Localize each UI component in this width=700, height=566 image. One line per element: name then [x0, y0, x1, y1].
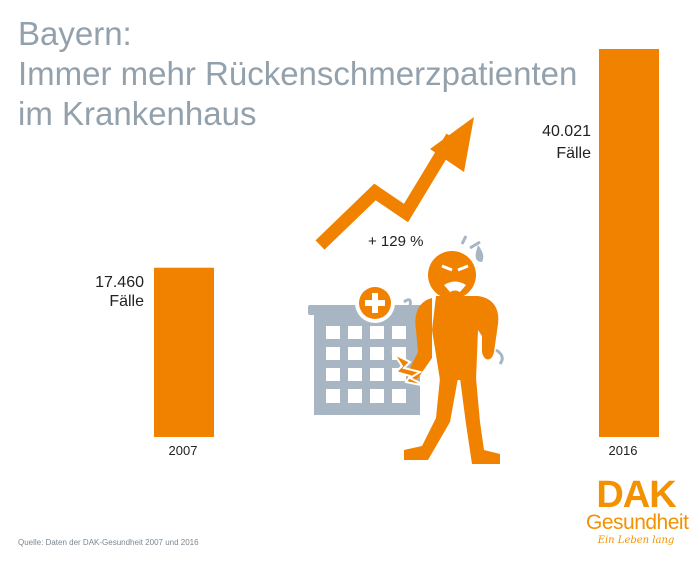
category-label-2007: 2007: [169, 443, 198, 458]
bar-2016: [599, 49, 659, 437]
logo-brand: DAK: [596, 474, 676, 516]
title-line-1: Bayern:: [18, 15, 132, 52]
dak-logo: DAK Gesundheit Ein Leben lang: [586, 474, 689, 548]
chart-title: Bayern: Immer mehr Rückenschmerzpatiente…: [18, 14, 577, 134]
data-label-value-2016: 40.021: [542, 123, 591, 140]
back-pain-person-icon: [403, 235, 504, 464]
hospital-building-icon: [308, 283, 426, 415]
data-label-unit-2007: Fälle: [109, 293, 144, 310]
pain-flash-icon: [391, 351, 427, 387]
source-note: Quelle: Daten der DAK-Gesundheit 2007 un…: [18, 538, 199, 547]
bar-2007: [154, 267, 214, 437]
data-label-unit-2016: Fälle: [556, 145, 591, 162]
trend-arrow-icon: [315, 117, 474, 250]
growth-annotation: + 129 %: [368, 233, 423, 250]
logo-name: Gesundheit: [586, 511, 689, 534]
category-label-2016: 2016: [609, 443, 638, 458]
title-line-3: im Krankenhaus: [18, 95, 257, 132]
title-line-2: Immer mehr Rückenschmerzpatienten: [18, 55, 578, 92]
logo-slogan: Ein Leben lang: [597, 535, 675, 546]
data-label-value-2007: 17.460: [95, 274, 144, 291]
